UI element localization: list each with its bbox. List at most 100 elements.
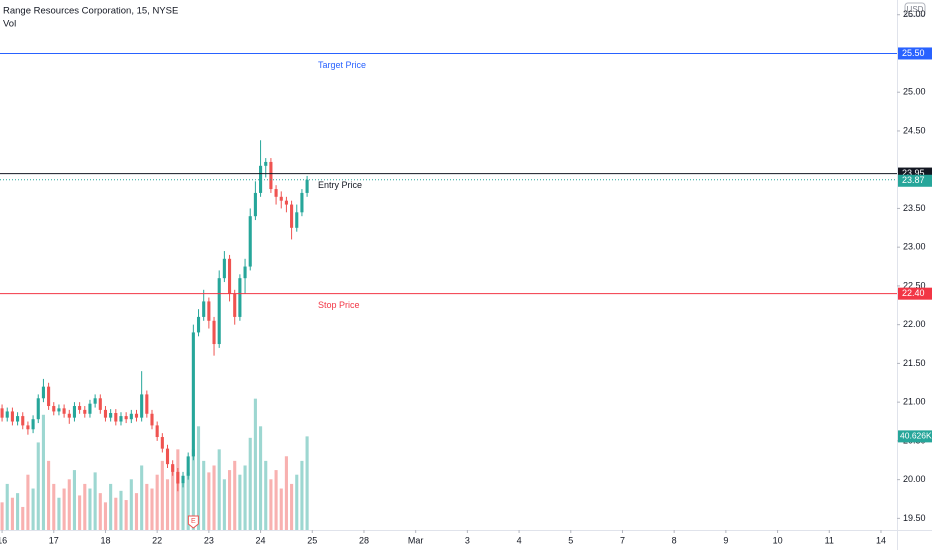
volume-bar: [140, 465, 144, 530]
volume-bar: [243, 465, 247, 530]
level-price-label: 23.95: [902, 168, 925, 178]
x-tick-label: 24: [256, 535, 266, 545]
candle-body: [233, 293, 237, 317]
volume-bar: [196, 426, 201, 530]
x-tick-label: 14: [876, 535, 886, 545]
volume-bar: [52, 483, 56, 530]
candle-body: [98, 398, 102, 410]
candle-body: [36, 398, 40, 420]
volume-bar: [41, 414, 45, 530]
y-tick-label: 21.50: [903, 358, 926, 368]
volume-bar: [222, 479, 226, 530]
last-price-label: 23.87: [902, 175, 925, 185]
x-tick-label: 9: [723, 535, 728, 545]
candle-body: [181, 475, 185, 484]
volume-bar: [21, 506, 25, 530]
candle-body: [21, 416, 25, 426]
candle-body: [93, 398, 97, 404]
volume-bar: [31, 488, 35, 530]
volume-bar: [145, 483, 149, 530]
candle-body: [31, 419, 35, 430]
volume-bar: [98, 493, 102, 530]
candle-body: [165, 448, 170, 465]
volume-bar: [150, 488, 154, 530]
volume-bar: [238, 474, 242, 530]
candle-body: [155, 425, 159, 438]
volume-bar: [10, 497, 14, 530]
candle-body: [114, 412, 118, 422]
x-tick-label: 8: [672, 535, 677, 545]
volume-legend: Vol: [3, 19, 16, 30]
volume-bar: [284, 456, 288, 530]
volume-bar: [119, 490, 123, 530]
candle-body: [52, 406, 56, 412]
earnings-label: E: [191, 518, 196, 525]
candle-body: [186, 456, 190, 476]
candle-body: [5, 411, 9, 418]
candle-body: [295, 212, 299, 228]
chart-title: Range Resources Corporation, 15, NYSE: [3, 6, 178, 17]
volume-bar: [36, 442, 40, 530]
y-tick-label: 22.50: [903, 280, 926, 290]
x-tick-label: 28: [359, 535, 369, 545]
volume-bar: [103, 502, 108, 530]
y-tick-label: 23.50: [903, 203, 926, 213]
volume-bar: [134, 493, 139, 530]
volume-bar: [165, 479, 170, 530]
volume-bar: [300, 460, 304, 530]
x-tick-label: Mar: [408, 535, 424, 545]
candle-body: [284, 200, 288, 205]
plot-area: [0, 140, 309, 530]
x-tick-label: 5: [568, 535, 573, 545]
candle-body: [191, 332, 195, 457]
y-tick-label: 19.50: [903, 513, 926, 523]
volume-bar: [67, 479, 71, 530]
volume-bar: [5, 483, 9, 530]
x-tick-label: 22: [152, 535, 162, 545]
volume-bar: [253, 398, 257, 530]
candle-body: [10, 411, 14, 422]
volume-bar: [227, 470, 232, 530]
x-tick-label: 17: [49, 535, 59, 545]
x-tick-label: 25: [307, 535, 317, 545]
currency-box[interactable]: [904, 2, 926, 17]
candle-body: [16, 416, 20, 422]
volume-bar: [0, 502, 4, 530]
candle-body: [88, 403, 92, 414]
volume-bar: [62, 488, 66, 530]
candle-body: [269, 161, 273, 190]
volume-bar: [181, 483, 185, 530]
level-annotation: Stop Price: [318, 300, 360, 310]
volume-bar: [217, 449, 221, 530]
volume-bar: [274, 470, 278, 530]
volume-bar: [88, 488, 92, 530]
candle-body: [248, 216, 252, 267]
candle-body: [67, 413, 71, 418]
volume-bar: [160, 460, 164, 530]
candle-body: [145, 394, 149, 414]
candle-body: [134, 413, 139, 418]
volume-bar: [279, 488, 283, 530]
volume-bar: [186, 472, 190, 530]
candle-body: [171, 464, 175, 472]
candle-body: [274, 189, 278, 197]
x-tick-label: 23: [204, 535, 214, 545]
level-price-label: 25.50: [902, 48, 925, 58]
volume-bar: [129, 479, 133, 530]
volume-bar: [305, 436, 309, 530]
candle-body: [300, 192, 304, 213]
last-price-box: [898, 174, 932, 187]
earnings-marker: [187, 515, 199, 529]
candle-body: [57, 408, 61, 412]
candle-body: [103, 409, 108, 418]
candle-body: [47, 386, 51, 407]
volume-bar: [114, 497, 118, 530]
level-annotation: Target Price: [318, 60, 366, 70]
x-tick-label: 18: [100, 535, 110, 545]
y-tick-label: 24.50: [903, 125, 926, 135]
volume-bar: [109, 483, 113, 530]
currency[interactable]: USD: [907, 5, 924, 14]
candle-body: [305, 179, 309, 193]
